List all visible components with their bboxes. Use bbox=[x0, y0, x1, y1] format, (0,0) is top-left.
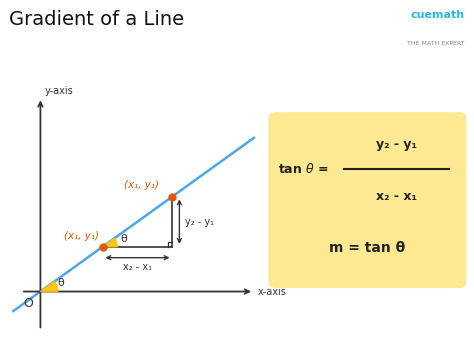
FancyBboxPatch shape bbox=[268, 112, 466, 288]
Text: x₂ - x₁: x₂ - x₁ bbox=[123, 262, 152, 272]
Text: y-axis: y-axis bbox=[44, 86, 73, 96]
Text: O: O bbox=[23, 297, 33, 310]
Text: x-axis: x-axis bbox=[258, 287, 287, 296]
Text: cuemath: cuemath bbox=[410, 10, 465, 20]
Text: m = tan θ: m = tan θ bbox=[329, 241, 405, 255]
Text: (x₁, y₁): (x₁, y₁) bbox=[64, 231, 99, 241]
Text: Gradient of a Line: Gradient of a Line bbox=[9, 10, 184, 29]
Text: y₂ - y₁: y₂ - y₁ bbox=[376, 138, 417, 151]
Text: y₂ - y₁: y₂ - y₁ bbox=[185, 217, 214, 227]
Text: tan $\theta$ =: tan $\theta$ = bbox=[278, 162, 328, 176]
Text: θ: θ bbox=[120, 234, 127, 244]
Text: THE MATH EXPERT: THE MATH EXPERT bbox=[407, 41, 465, 46]
Wedge shape bbox=[102, 238, 117, 247]
Wedge shape bbox=[40, 281, 58, 292]
Text: θ: θ bbox=[57, 278, 64, 288]
Text: (x₁, y₁): (x₁, y₁) bbox=[124, 179, 159, 189]
Text: x₂ - x₁: x₂ - x₁ bbox=[376, 190, 417, 203]
